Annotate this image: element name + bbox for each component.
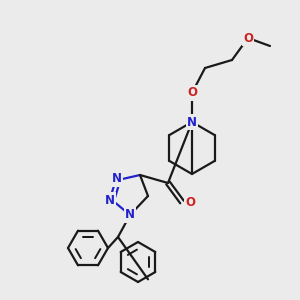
Text: N: N <box>125 208 135 221</box>
Text: O: O <box>187 86 197 100</box>
Text: N: N <box>105 194 115 206</box>
Text: N: N <box>112 172 122 185</box>
Text: O: O <box>185 196 195 208</box>
Text: N: N <box>187 116 197 128</box>
Text: O: O <box>243 32 253 44</box>
